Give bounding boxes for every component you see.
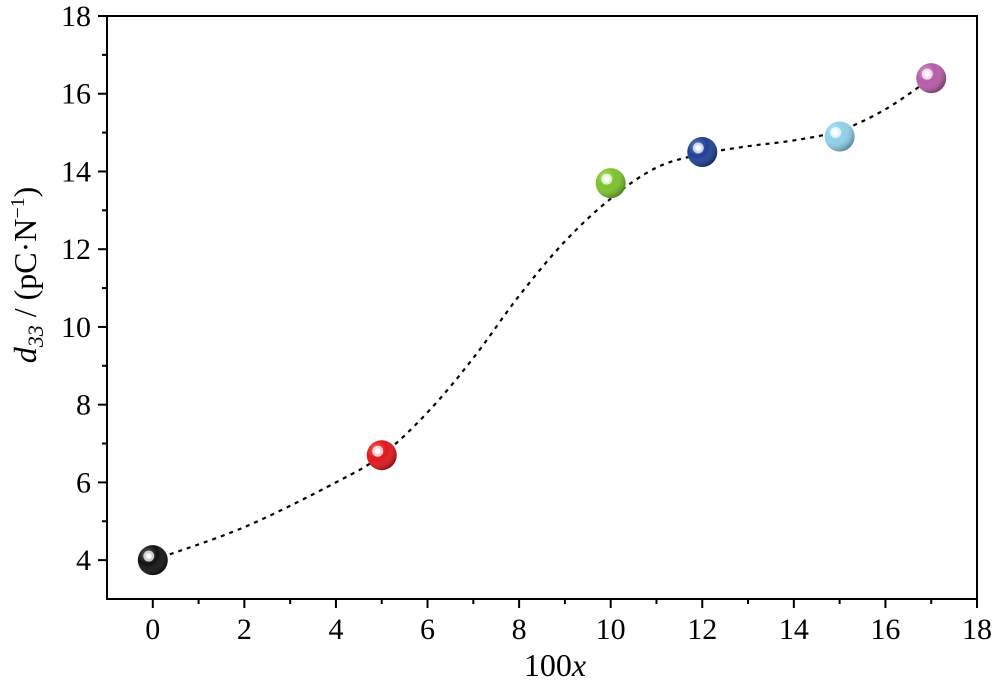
y-tick-label: 6 xyxy=(76,466,91,499)
x-tick-label: 2 xyxy=(237,613,252,646)
x-tick-label: 8 xyxy=(512,613,527,646)
y-tick-label: 8 xyxy=(76,389,91,422)
data-point xyxy=(366,440,397,471)
x-tick-label: 14 xyxy=(779,613,809,646)
y-tick-label: 10 xyxy=(61,311,91,344)
trend-line xyxy=(152,77,932,562)
ticks-layer xyxy=(98,15,978,608)
x-tick-label: 4 xyxy=(328,613,343,646)
x-tick-label: 18 xyxy=(962,613,992,646)
x-tick-label: 6 xyxy=(420,613,435,646)
x-tick-label: 16 xyxy=(870,613,900,646)
x-axis-title-prefix: 100 xyxy=(524,647,572,683)
data-point xyxy=(916,63,947,94)
y-tick-label: 16 xyxy=(61,78,91,111)
y-axis-title-units: / (pC·N xyxy=(7,219,43,326)
x-axis-title-variable: x xyxy=(571,647,586,683)
x-tick-label: 0 xyxy=(145,613,160,646)
points-layer xyxy=(137,63,947,576)
plot-frame xyxy=(106,15,978,600)
y-tick-label: 18 xyxy=(61,0,91,33)
data-point xyxy=(824,121,855,152)
y-tick-label: 4 xyxy=(76,544,91,577)
data-point xyxy=(687,137,718,168)
data-point xyxy=(595,168,626,199)
y-axis-title-superscript: −1 xyxy=(7,197,29,218)
y-axis-title-variable: d xyxy=(7,346,43,363)
y-axis-title: d33 / (pC·N−1) xyxy=(7,187,48,364)
y-axis-title-subscript: 33 xyxy=(23,325,48,348)
x-tick-label: 10 xyxy=(596,613,626,646)
x-tick-label: 12 xyxy=(687,613,717,646)
y-tick-labels: 4 6 8 10 12 14 16 18 xyxy=(61,0,91,577)
y-tick-label: 14 xyxy=(61,155,91,188)
x-axis-title: 100x xyxy=(524,647,586,683)
data-point xyxy=(137,545,168,576)
y-axis-title-close: ) xyxy=(7,187,43,198)
y-tick-label: 12 xyxy=(61,233,91,266)
x-tick-labels: 0 2 4 6 8 10 12 14 16 18 xyxy=(145,613,992,646)
trend-layer xyxy=(152,77,932,562)
